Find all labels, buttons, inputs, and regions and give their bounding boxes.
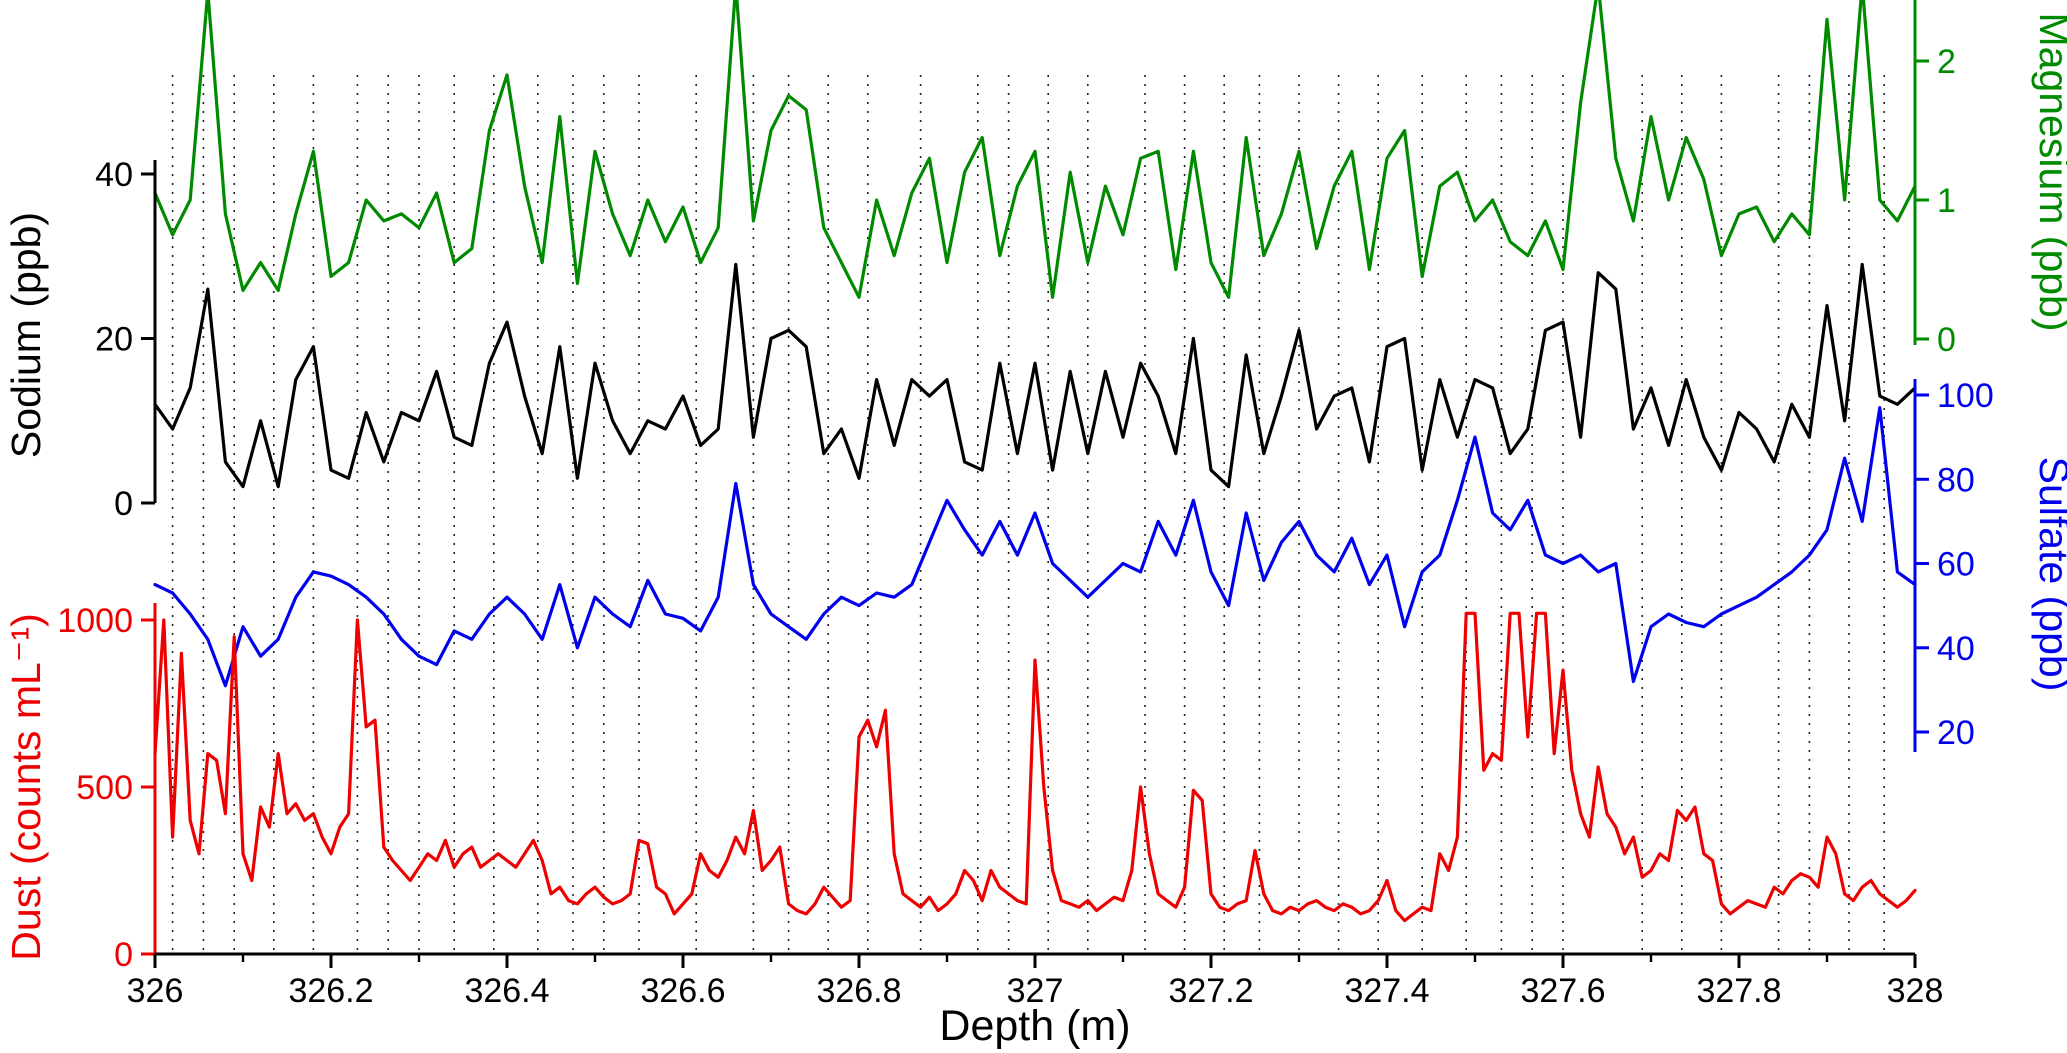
dust-series-line [153,611,1917,923]
x-tick-label: 326.4 [464,972,549,1010]
x-tick-label: 327 [1007,972,1064,1010]
sulfate-series-line [153,406,1917,688]
sodium-axis-label: Sodium (ppb) [3,212,49,458]
sulfate-tick-label: 20 [1937,714,1975,752]
x-tick-label: 326.2 [288,972,373,1010]
x-tick-label: 327.2 [1168,972,1253,1010]
x-tick-label: 326.6 [640,972,725,1010]
x-tick-label: 326.8 [816,972,901,1010]
sodium-series-line [153,262,1917,489]
x-tick-label: 327.8 [1696,972,1781,1010]
sulfate-tick-label: 100 [1937,377,1994,415]
magnesium-tick-label: 2 [1937,43,1956,81]
x-tick-label: 327.6 [1520,972,1605,1010]
x-axis-label: Depth (m) [939,1002,1130,1050]
sulfate-tick-label: 40 [1937,630,1975,668]
magnesium-axis-label: Magnesium (ppb) [2031,12,2067,331]
magnesium-series-line [153,0,1917,299]
axes-layer: 0 20 40 0 500 1000 0 1 2 20 40 60 80 100 326 326.2 326.4… [57,0,1994,1010]
sodium-tick-label: 20 [95,321,133,359]
sulfate-tick-label: 60 [1937,546,1975,584]
sulfate-tick-label: 80 [1937,461,1975,499]
magnesium-tick-label: 1 [1937,182,1956,220]
series-layer [153,0,1917,923]
dust-tick-label: 0 [114,936,133,974]
x-tick-label: 328 [1887,972,1944,1010]
sodium-tick-label: 40 [95,156,133,194]
sulfate-axis-label: Sulfate (ppb) [2031,457,2067,692]
dust-tick-label: 1000 [57,602,133,640]
sodium-tick-label: 0 [114,485,133,523]
magnesium-tick-label: 0 [1937,321,1956,359]
x-tick-label: 327.4 [1344,972,1429,1010]
dust-axis-label: Dust (counts mL⁻¹) [3,613,49,960]
dust-tick-label: 500 [76,769,133,807]
x-tick-label: 326 [127,972,184,1010]
